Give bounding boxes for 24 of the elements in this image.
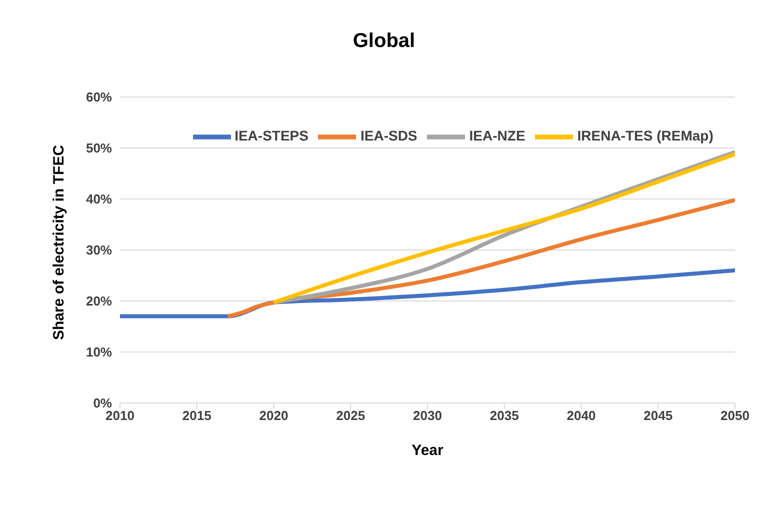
y-axis-title: Share of electricity in TFEC: [50, 144, 68, 340]
line-series: [226, 198, 735, 318]
x-tick-label: 2050: [720, 408, 750, 424]
x-tick-label: 2030: [413, 408, 442, 424]
x-tick-label: 2020: [259, 408, 288, 424]
x-tick-label: 2015: [182, 408, 212, 424]
y-tick-label: 50%: [86, 140, 112, 156]
x-tick-label: 2025: [336, 408, 366, 424]
x-tick-label: 2040: [566, 408, 596, 424]
legend-label: IEA-STEPS: [234, 128, 308, 144]
legend-label: IEA-NZE: [469, 128, 526, 144]
y-tick-label: 20%: [86, 294, 112, 309]
x-tick-label: 2035: [490, 408, 519, 424]
y-tick-label: 10%: [86, 344, 112, 360]
y-tick-label: 30%: [86, 242, 112, 258]
x-tick-label: 2045: [644, 408, 673, 424]
legend-label: IEA-SDS: [360, 128, 418, 144]
chart-title: Global: [352, 30, 416, 53]
y-tick-label: 0%: [93, 396, 112, 411]
x-tick-label: 2010: [106, 408, 134, 424]
y-tick-label: 60%: [86, 90, 112, 105]
legend-label: IRENA-TES (REMap): [577, 128, 714, 144]
y-tick-label: 40%: [86, 192, 112, 207]
x-axis-title: Year: [412, 442, 444, 459]
